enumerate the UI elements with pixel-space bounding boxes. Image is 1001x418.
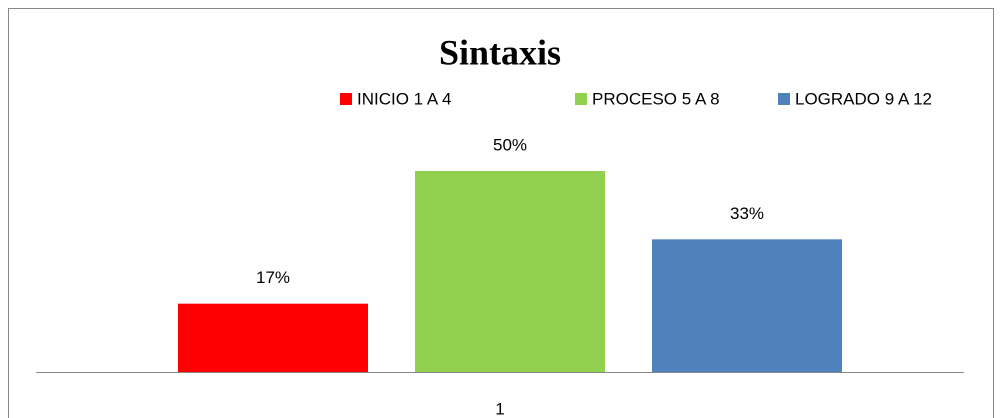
legend-label: PROCESO 5 A 8 [592, 89, 720, 108]
data-label: 33% [730, 204, 764, 223]
bar [652, 239, 842, 372]
data-label: 50% [493, 135, 527, 154]
bar [415, 171, 605, 372]
x-tick-label: 1 [495, 399, 504, 418]
chart-title: Sintaxis [439, 32, 561, 72]
bar [178, 303, 368, 372]
legend-swatch [340, 93, 352, 105]
data-label: 17% [256, 268, 290, 287]
legend-swatch [778, 93, 790, 105]
legend-swatch [575, 93, 587, 105]
legend-label: INICIO 1 A 4 [357, 89, 452, 108]
legend-label: LOGRADO 9 A 12 [795, 89, 932, 108]
